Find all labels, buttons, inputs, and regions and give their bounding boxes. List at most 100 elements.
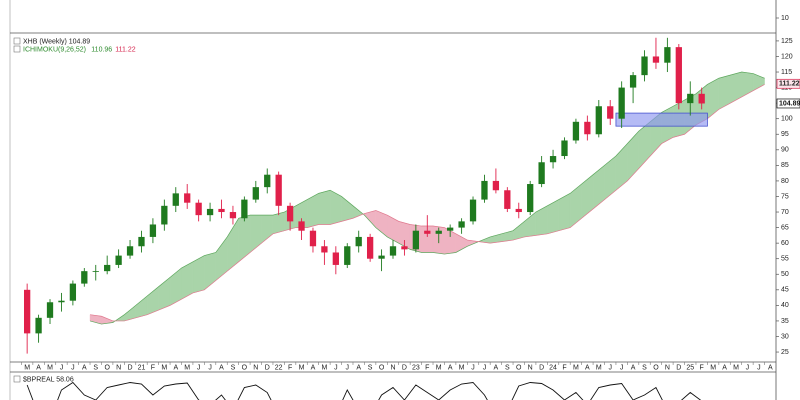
candle-body bbox=[481, 180, 488, 200]
x-tick-label: A bbox=[494, 364, 499, 371]
candle-body bbox=[58, 300, 65, 303]
x-tick-label: 23 bbox=[412, 364, 420, 371]
x-tick-label: F bbox=[151, 364, 155, 371]
candle-body bbox=[275, 174, 282, 206]
candle-body bbox=[332, 252, 339, 265]
candle-body bbox=[309, 230, 317, 247]
x-tick-label: 21 bbox=[138, 364, 146, 371]
y-tick-label: 100 bbox=[781, 116, 793, 123]
candle-body bbox=[664, 47, 671, 63]
candle-body bbox=[412, 230, 420, 250]
y-tick-label: 30 bbox=[781, 333, 789, 340]
candle-body bbox=[595, 106, 602, 135]
legend-icon bbox=[13, 37, 21, 45]
candle-body bbox=[401, 246, 408, 250]
x-tick-label: J bbox=[757, 364, 761, 371]
candle-body bbox=[172, 193, 179, 206]
candle-body bbox=[229, 212, 237, 219]
x-tick-label: D bbox=[265, 364, 270, 371]
candle-body bbox=[687, 93, 694, 104]
cloud-segment bbox=[272, 211, 285, 235]
candle-body bbox=[81, 271, 88, 284]
legend-icon bbox=[13, 45, 21, 53]
y-tick-label: 75 bbox=[781, 193, 789, 200]
y-tick-label: 35 bbox=[781, 318, 789, 325]
x-tick-label: M bbox=[24, 364, 30, 371]
y-tick-label: 60 bbox=[781, 240, 789, 247]
candle-body bbox=[389, 246, 397, 256]
y-tick-label: 45 bbox=[781, 287, 789, 294]
x-tick-label: A bbox=[448, 364, 453, 371]
x-tick-label: S bbox=[368, 364, 373, 371]
bpreal-line bbox=[26, 381, 702, 400]
x-tick-label: M bbox=[459, 364, 465, 371]
candle-body bbox=[607, 106, 614, 119]
x-tick-label: M bbox=[184, 364, 190, 371]
candle-body bbox=[218, 208, 225, 213]
price-tag-label: 111.22 bbox=[779, 81, 800, 88]
x-tick-label: O bbox=[379, 364, 385, 371]
candle-body bbox=[366, 236, 374, 259]
candle-body bbox=[618, 87, 625, 119]
x-tick-label: M bbox=[299, 364, 305, 371]
x-tick-label: M bbox=[321, 364, 327, 371]
candle-body bbox=[206, 208, 214, 216]
candle-body bbox=[458, 221, 465, 228]
candle-body bbox=[298, 221, 305, 231]
candle-body bbox=[549, 156, 557, 163]
x-tick-label: J bbox=[208, 364, 212, 371]
x-tick-label: M bbox=[733, 364, 739, 371]
x-tick-label: O bbox=[516, 364, 522, 371]
candle-body bbox=[35, 317, 42, 334]
y-tick-label: 10 bbox=[781, 15, 789, 22]
candle-body bbox=[138, 236, 145, 247]
x-tick-label: 25 bbox=[686, 364, 694, 371]
x-tick-label: S bbox=[505, 364, 510, 371]
candle-body bbox=[435, 230, 442, 234]
x-tick-label: A bbox=[722, 364, 727, 371]
candle-body bbox=[629, 75, 637, 88]
x-tick-label: O bbox=[242, 364, 248, 371]
x-tick-label: N bbox=[390, 364, 395, 371]
candle-body bbox=[652, 56, 660, 63]
candle-body bbox=[149, 224, 157, 237]
candle-body bbox=[195, 202, 202, 216]
x-tick-label: 22 bbox=[275, 364, 283, 371]
candle-body bbox=[698, 93, 705, 104]
x-tick-label: S bbox=[231, 364, 236, 371]
candle-body bbox=[355, 236, 362, 247]
candle-body bbox=[24, 289, 31, 334]
candle-body bbox=[115, 255, 122, 265]
candle-body bbox=[424, 230, 431, 234]
candle-body bbox=[561, 140, 568, 157]
y-tick-label: 90 bbox=[781, 147, 789, 154]
x-tick-label: M bbox=[710, 364, 716, 371]
candle-body bbox=[104, 264, 111, 272]
x-tick-label: F bbox=[700, 364, 704, 371]
bpreal-panel bbox=[26, 381, 702, 400]
candle-body bbox=[126, 246, 134, 256]
price-tag bbox=[776, 98, 800, 109]
y-tick-label: 25 bbox=[781, 349, 789, 356]
x-tick-label: J bbox=[483, 364, 487, 371]
candle-body bbox=[584, 121, 591, 135]
x-tick-label: N bbox=[253, 364, 258, 371]
candle-body bbox=[469, 199, 477, 222]
candle-body bbox=[538, 162, 545, 185]
x-tick-label: J bbox=[746, 364, 750, 371]
candle-body bbox=[321, 246, 328, 253]
y-tick-label: 55 bbox=[781, 256, 789, 263]
candle-body bbox=[344, 246, 351, 265]
x-tick-label: A bbox=[173, 364, 178, 371]
x-tick-label: 24 bbox=[549, 364, 557, 371]
x-tick-label: A bbox=[36, 364, 41, 371]
candle-body bbox=[492, 180, 500, 191]
candle-body bbox=[527, 184, 534, 213]
x-tick-label: A bbox=[311, 364, 316, 371]
x-tick-label: N bbox=[116, 364, 121, 371]
x-tick-label: J bbox=[60, 364, 64, 371]
x-tick-label: F bbox=[562, 364, 566, 371]
annotation-box bbox=[615, 112, 708, 127]
